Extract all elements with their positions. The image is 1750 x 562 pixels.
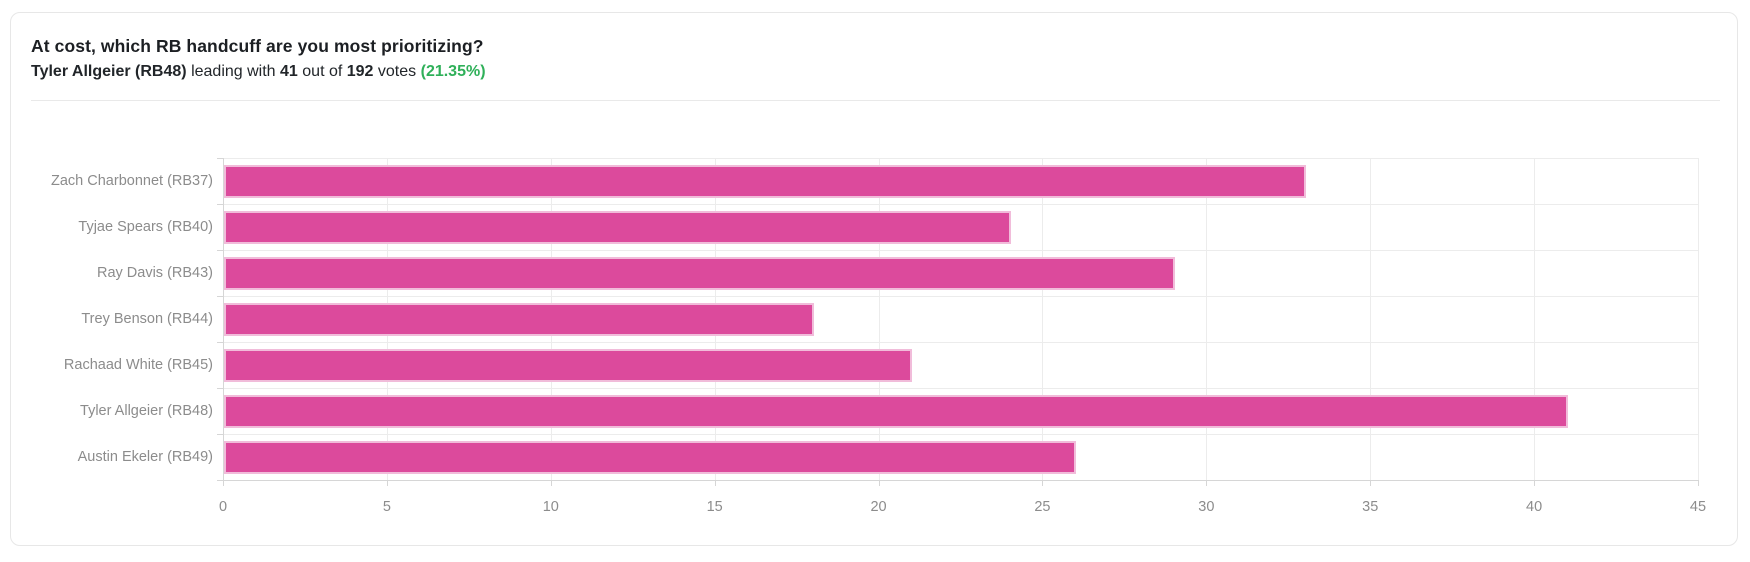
y-tick-mark <box>217 480 223 481</box>
y-tick-mark <box>217 158 223 159</box>
x-axis-line <box>223 480 1698 481</box>
y-axis-line <box>223 158 224 480</box>
subtitle-text-outof: out of <box>302 63 343 80</box>
category-label: Trey Benson (RB44) <box>81 311 213 327</box>
x-gridline <box>1206 158 1208 480</box>
y-gridline <box>223 434 1698 435</box>
y-tick-mark <box>217 204 223 205</box>
x-tick-label: 40 <box>1526 499 1543 515</box>
category-label: Ray Davis (RB43) <box>96 265 213 281</box>
y-gridline <box>223 342 1698 343</box>
header-divider <box>31 100 1720 101</box>
x-gridline <box>878 158 880 480</box>
x-tick-label: 25 <box>1034 499 1051 515</box>
x-tick-mark <box>878 480 880 486</box>
bar-chart: 0 5 10 15 20 25 30 35 40 45 Zach Charbonnet (RB37)… <box>11 13 1737 545</box>
x-tick-label: 10 <box>542 499 559 515</box>
x-tick-label: 20 <box>870 499 887 515</box>
leading-percentage: (21.35%) <box>420 63 486 80</box>
x-tick-mark <box>1698 480 1699 486</box>
x-gridline <box>1698 158 1699 480</box>
y-tick-mark <box>217 434 223 435</box>
x-tick-mark <box>714 480 716 486</box>
total-votes: 192 <box>346 63 374 80</box>
y-gridline <box>223 158 1698 159</box>
x-tick-mark <box>1206 480 1208 486</box>
x-gridline <box>1042 158 1044 480</box>
y-tick-mark <box>217 296 223 297</box>
y-gridline <box>223 204 1698 205</box>
x-tick-label: 45 <box>1689 499 1707 515</box>
category-label: Rachaad White (RB45) <box>63 357 213 373</box>
category-label: Tyler Allgeier (RB48) <box>80 403 213 419</box>
x-tick-mark <box>223 480 224 486</box>
y-tick-mark <box>217 342 223 343</box>
bar[interactable] <box>224 440 1077 474</box>
x-tick-label: 0 <box>218 499 228 515</box>
bar[interactable] <box>224 348 913 382</box>
x-gridline <box>1534 158 1536 480</box>
y-gridline <box>223 250 1698 251</box>
bar[interactable] <box>224 302 814 336</box>
x-tick-label: 30 <box>1198 499 1215 515</box>
leader-name: Tyler Allgeier (RB48) <box>31 63 187 80</box>
x-tick-label: 15 <box>706 499 723 515</box>
x-tick-mark <box>386 480 388 486</box>
subtitle-text-leading: leading with <box>191 63 276 80</box>
x-tick-mark <box>1534 480 1536 486</box>
x-tick-label: 5 <box>382 499 391 515</box>
x-tick-mark <box>1370 480 1372 486</box>
x-tick-label: 35 <box>1362 499 1379 515</box>
category-label: Tyjae Spears (RB40) <box>78 219 213 235</box>
bar[interactable] <box>224 394 1568 428</box>
bar[interactable] <box>224 210 1011 244</box>
y-tick-mark <box>217 250 223 251</box>
leader-votes: 41 <box>280 63 298 80</box>
poll-question-title: At cost, which RB handcuff are you most … <box>31 36 484 56</box>
y-gridline <box>223 296 1698 297</box>
subtitle-text-votes: votes <box>377 63 417 80</box>
category-label: Austin Ekeler (RB49) <box>77 449 213 465</box>
x-tick-mark <box>1042 480 1044 486</box>
poll-subtitle: Tyler Allgeier (RB48) leading with 41 ou… <box>31 63 486 81</box>
bar[interactable] <box>224 164 1306 198</box>
y-tick-mark <box>217 388 223 389</box>
x-tick-mark <box>550 480 552 486</box>
category-label: Zach Charbonnet (RB37) <box>51 173 213 189</box>
poll-result-card: At cost, which RB handcuff are you most … <box>10 12 1738 546</box>
x-gridline <box>1370 158 1372 480</box>
bar[interactable] <box>224 256 1175 290</box>
y-gridline <box>223 388 1698 389</box>
